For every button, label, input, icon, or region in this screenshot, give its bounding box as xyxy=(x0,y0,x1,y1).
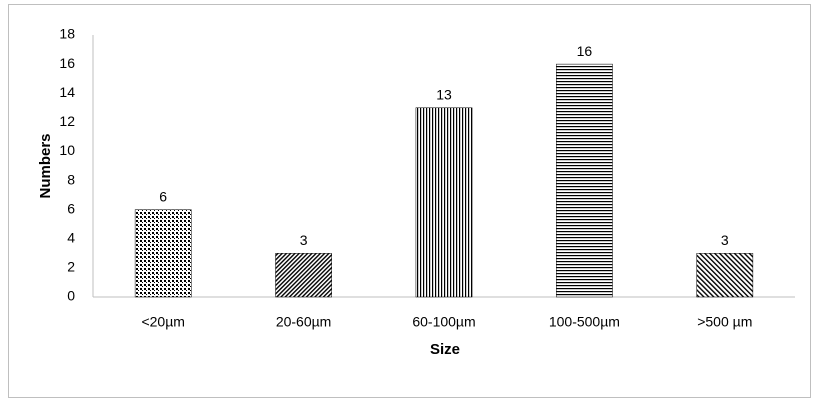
bar xyxy=(134,209,192,298)
y-tick-label: 6 xyxy=(67,200,75,216)
y-tick-label: 16 xyxy=(59,55,75,71)
x-tick-label: >500 µm xyxy=(697,314,752,330)
x-axis-title: Size xyxy=(430,341,460,358)
y-axis-title: Numbers xyxy=(37,133,54,198)
data-label: 16 xyxy=(577,43,593,59)
y-tick-label: 8 xyxy=(67,171,75,187)
y-tick-label: 10 xyxy=(59,142,75,158)
data-label: 3 xyxy=(300,232,308,248)
x-tick-label: 100-500µm xyxy=(549,314,620,330)
data-label: 6 xyxy=(159,188,167,204)
x-tick-label: 60-100µm xyxy=(412,314,475,330)
bar xyxy=(556,63,613,298)
y-tick-label: 0 xyxy=(67,288,75,304)
y-tick-label: 18 xyxy=(59,26,75,42)
y-tick-label: 14 xyxy=(59,84,75,100)
x-tick-label: 20-60µm xyxy=(276,314,332,330)
y-tick-label: 12 xyxy=(59,113,75,129)
data-label: 13 xyxy=(436,86,452,102)
bar xyxy=(275,253,332,298)
y-tick-label: 2 xyxy=(67,259,75,275)
bar xyxy=(696,253,754,298)
chart-frame xyxy=(8,4,811,398)
x-tick-label: <20µm xyxy=(141,314,184,330)
y-tick-label: 4 xyxy=(67,229,75,245)
bar xyxy=(415,107,473,298)
data-label: 3 xyxy=(721,232,729,248)
